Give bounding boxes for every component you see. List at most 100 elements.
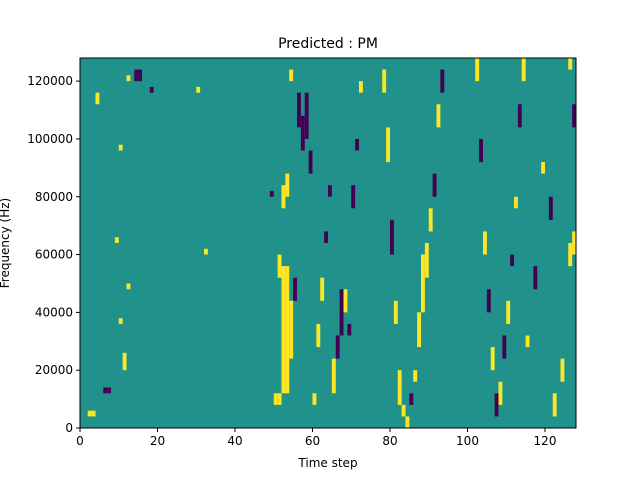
heatmap-cell (432, 173, 437, 197)
heatmap-cell (417, 312, 422, 348)
heatmap-cell (289, 300, 294, 359)
heatmap-cell (138, 69, 143, 82)
heatmap-cell (289, 69, 294, 82)
heatmap-cell (525, 335, 530, 348)
heatmap-cell (281, 266, 286, 394)
y-tick-label: 120000 (27, 74, 73, 88)
heatmap-cell (297, 92, 301, 128)
heatmap-cell (285, 266, 290, 394)
heatmap-cell (91, 410, 96, 417)
heatmap-cell (428, 208, 433, 232)
heatmap-cell (308, 150, 313, 174)
heatmap-cell (479, 138, 484, 163)
heatmap-cell (382, 69, 387, 93)
heatmap-cell (331, 358, 336, 394)
y-axis-label: Frequency (Hz) (0, 198, 12, 289)
heatmap-cell (122, 352, 127, 371)
x-tick-label: 80 (382, 434, 397, 448)
y-tick-label: 100000 (27, 132, 73, 146)
heatmap-cell (533, 266, 538, 290)
x-axis: 0 20 40 60 80 100 120 (76, 428, 556, 448)
x-axis-label: Time step (297, 456, 357, 470)
heatmap-cell (572, 231, 577, 255)
heatmap-cell (486, 289, 491, 313)
heatmap-cell (502, 335, 507, 359)
x-tick-label: 0 (76, 434, 84, 448)
heatmap-cell (517, 104, 522, 128)
heatmap-cell (424, 243, 429, 278)
heatmap-cell (510, 254, 515, 267)
x-tick-label: 40 (227, 434, 242, 448)
heatmap-cell (87, 410, 92, 417)
heatmap-cell (273, 393, 278, 405)
heatmap-cell (409, 393, 414, 405)
heatmap-cell (324, 231, 329, 243)
heatmap-cell (560, 358, 565, 382)
heatmap-cell (386, 127, 391, 163)
x-tick-label: 120 (534, 434, 557, 448)
x-tick-label: 20 (150, 434, 165, 448)
heatmap-cell (118, 318, 123, 324)
heatmap-cell (498, 381, 503, 405)
heatmap-cell (521, 58, 526, 82)
heatmap-cell (335, 335, 340, 359)
heatmap-cell (572, 104, 577, 128)
heatmap-cell (316, 323, 321, 348)
y-tick-label: 80000 (35, 190, 73, 204)
heatmap-cell (204, 248, 208, 255)
heatmap-cell (405, 416, 410, 428)
heatmap-cell (126, 283, 131, 290)
y-tick-label: 60000 (35, 248, 73, 262)
heatmap-cell (312, 393, 317, 405)
heatmap-cell (134, 69, 139, 82)
heatmap-cell (320, 277, 325, 301)
heatmap-cell (351, 185, 356, 209)
y-tick-label: 40000 (35, 305, 73, 319)
plot-frame (79, 57, 577, 429)
plot-area (79, 57, 577, 429)
heatmap-cell (494, 393, 499, 417)
heatmap-cell (483, 231, 487, 255)
heatmap-cell (285, 173, 290, 197)
heatmap-cell (397, 370, 402, 405)
heatmap-cell (103, 387, 108, 394)
heatmap-cell (506, 300, 511, 324)
heatmap-cell (126, 75, 131, 82)
y-tick-label: 0 (65, 421, 73, 435)
heatmap-cell (359, 81, 363, 93)
heatmap-cell (269, 190, 274, 197)
y-tick-label: 20000 (35, 363, 73, 377)
x-tick-label: 60 (305, 434, 320, 448)
heatmap-cell (568, 243, 573, 267)
heatmap-cell (304, 92, 309, 139)
heatmap-cells (87, 58, 577, 428)
heatmap-cell (149, 86, 154, 93)
heatmap-cell (390, 219, 394, 255)
heatmap-cell (393, 300, 398, 324)
heatmap-cell (475, 58, 480, 82)
chart-title: Predicted : PM (278, 36, 378, 52)
heatmap-cell (114, 237, 119, 243)
heatmap-cell (300, 115, 305, 151)
heatmap-cell (118, 144, 123, 151)
heatmap-cell (548, 196, 553, 220)
heatmap-cell (436, 104, 441, 128)
heatmap-cell (277, 393, 282, 405)
y-axis: 0 20000 40000 60000 80000 100000 120000 (27, 74, 80, 435)
x-tick-label: 100 (456, 434, 479, 448)
heatmap-cell (421, 254, 425, 313)
heatmap-cell (281, 185, 286, 209)
heatmap-cell (347, 323, 352, 336)
heatmap-cell (490, 347, 495, 371)
heatmap-cell (277, 254, 282, 278)
heatmap-cell (413, 370, 418, 382)
heatmap-cell (514, 196, 518, 209)
heatmap-cell (568, 58, 573, 70)
heatmap-cell (440, 69, 445, 93)
heatmap-cell (552, 393, 557, 417)
heatmap-cell (355, 138, 360, 151)
heatmap-cell (339, 289, 344, 336)
heatmap-cell (343, 289, 348, 313)
heatmap-cell (196, 86, 201, 93)
